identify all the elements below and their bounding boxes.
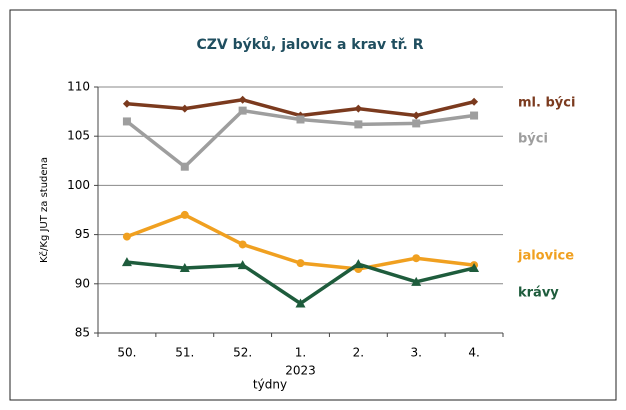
marker <box>470 111 479 120</box>
x-tick-label: 50. <box>117 346 136 360</box>
marker <box>296 259 305 268</box>
x-tick-label: 51. <box>175 346 194 360</box>
x-tick-label: 4. <box>468 346 479 360</box>
y-tick-label: 95 <box>75 227 90 241</box>
legend-label: jalovice <box>517 249 574 264</box>
marker <box>237 260 248 270</box>
marker <box>121 257 132 267</box>
y-tick-label: 90 <box>75 276 90 290</box>
chart-frame <box>9 9 617 401</box>
legend-label: ml. býci <box>518 96 575 111</box>
x-tick-label: 2. <box>353 346 364 360</box>
legend-label: býci <box>518 132 548 147</box>
marker <box>412 254 421 263</box>
marker <box>411 276 422 286</box>
marker <box>353 259 364 269</box>
marker <box>354 120 363 129</box>
marker <box>238 95 247 104</box>
marker <box>180 162 189 171</box>
marker <box>354 104 363 113</box>
marker <box>180 210 189 219</box>
marker <box>296 115 305 124</box>
marker <box>122 99 131 108</box>
x-annotation: 2023 <box>285 364 316 378</box>
legend-label: krávy <box>518 286 559 301</box>
y-axis-label: Kč/Kg JUT za studena <box>38 157 50 263</box>
marker <box>238 106 247 115</box>
marker <box>179 263 190 273</box>
x-tick-label: 52. <box>233 346 252 360</box>
marker <box>295 298 306 308</box>
marker <box>122 117 131 126</box>
x-axis-label: týdny <box>253 378 287 392</box>
marker <box>470 97 479 106</box>
x-tick-label: 3. <box>410 346 421 360</box>
marker <box>180 104 189 113</box>
marker <box>412 119 421 128</box>
y-tick-label: 110 <box>67 80 90 94</box>
y-tick-label: 105 <box>67 129 90 143</box>
marker <box>122 232 131 241</box>
x-tick-label: 1. <box>295 346 306 360</box>
marker <box>412 111 421 120</box>
chart-title: CZV býků, jalovic a krav tř. R <box>196 36 423 53</box>
marker <box>469 263 480 273</box>
marker <box>238 240 247 249</box>
y-tick-label: 85 <box>75 326 90 340</box>
y-tick-label: 100 <box>67 178 90 192</box>
